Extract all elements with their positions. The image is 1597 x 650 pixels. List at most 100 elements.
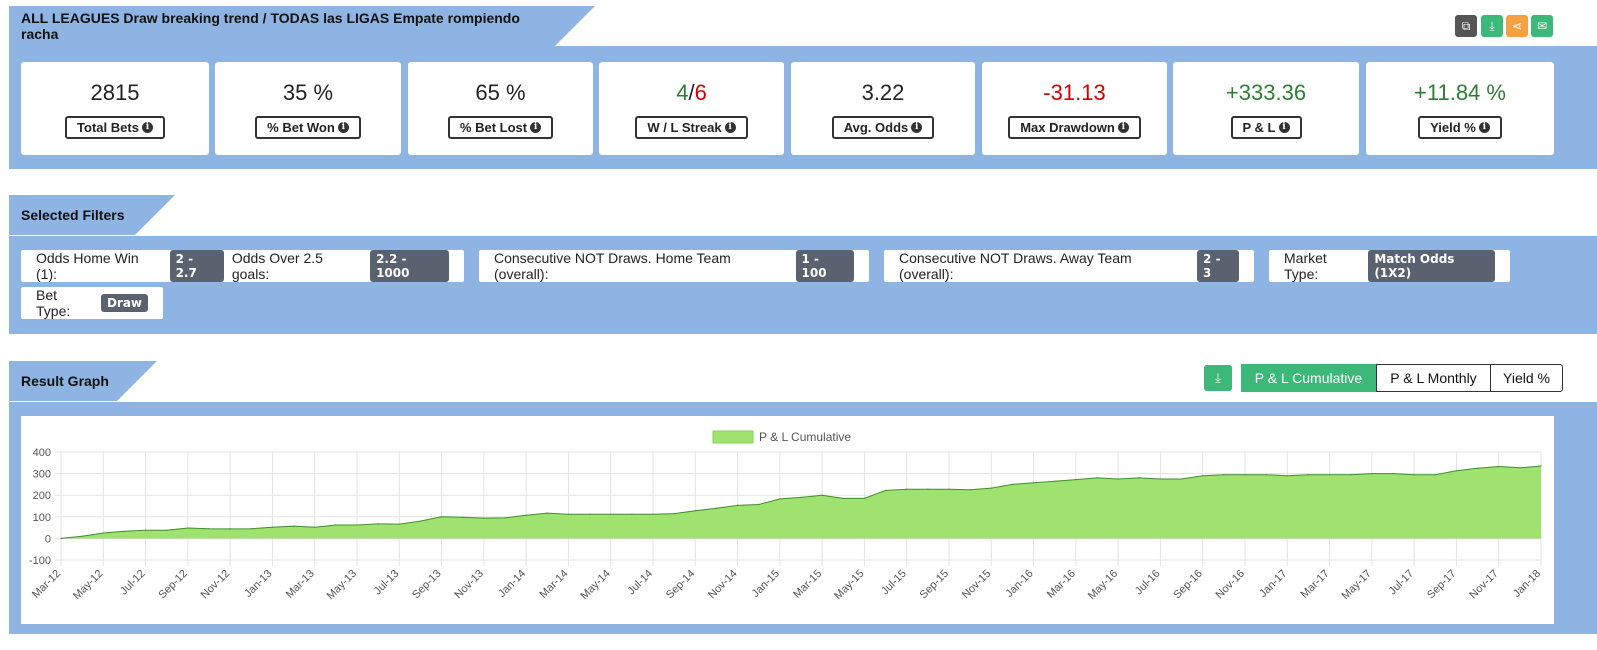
data-point — [1181, 478, 1183, 480]
stat-total-bets: 2815 Total Bets i — [21, 62, 209, 155]
x-tick-label: Sep-12 — [156, 568, 190, 602]
data-point — [102, 532, 104, 534]
data-point — [737, 504, 739, 506]
strategy-title: ALL LEAGUES Draw breaking trend / TODAS … — [21, 10, 520, 42]
data-point — [800, 496, 802, 498]
series-area — [61, 466, 1541, 539]
data-point — [1350, 474, 1352, 476]
filter-value-badge: 2 - 2.7 — [169, 250, 224, 282]
data-point — [1011, 483, 1014, 485]
download-button[interactable]: ⤓ — [1481, 15, 1503, 37]
x-tick-label: Nov-16 — [1214, 568, 1248, 602]
x-tick-label: Mar-14 — [537, 568, 570, 601]
data-point — [1371, 473, 1373, 475]
stat-value: 3.22 — [861, 80, 905, 105]
data-point — [1286, 475, 1288, 477]
copy-button[interactable]: ⧉ — [1455, 15, 1477, 37]
stat-label-button[interactable]: Max Drawdown i — [1008, 116, 1141, 139]
info-icon: i — [1278, 122, 1290, 133]
data-point — [356, 524, 358, 526]
data-point — [546, 512, 548, 514]
data-point — [1096, 477, 1098, 479]
filter-value-badge: 2 - 3 — [1197, 250, 1239, 282]
data-point — [885, 489, 887, 491]
filter-bet-type: Bet Type: Draw — [21, 287, 163, 319]
legend-label: P & L Cumulative — [759, 430, 851, 444]
filter-away-not-draws: Consecutive NOT Draws. Away Team (overal… — [884, 250, 1254, 282]
stat-label-button[interactable]: Total Bets i — [65, 116, 165, 139]
x-tick-label: Jul-15 — [879, 568, 909, 598]
stat-max-drawdown: -31.13 Max Drawdown i — [982, 62, 1167, 155]
stat-wl-streak: 4/6 W / L Streak i — [599, 62, 784, 155]
y-tick-label: -100 — [29, 555, 51, 567]
y-tick-label: 0 — [45, 533, 51, 545]
data-point — [927, 488, 929, 490]
graph-section-tab: Result Graph — [9, 361, 157, 401]
filter-label: Consecutive NOT Draws. Away Team (overal… — [899, 250, 1132, 282]
data-point — [1117, 478, 1119, 480]
win-streak: 4 — [676, 80, 689, 105]
y-tick-label: 100 — [33, 512, 51, 524]
strategy-title-tab: ALL LEAGUES Draw breaking trend / TODAS … — [9, 6, 595, 46]
stat-bet-won: 35 % % Bet Won i — [215, 62, 401, 155]
data-point — [145, 529, 147, 531]
info-icon: i — [1117, 122, 1129, 133]
x-tick-label: May-17 — [1340, 568, 1374, 602]
x-tick-label: Sep-15 — [918, 568, 952, 602]
stat-label-button[interactable]: Yield % i — [1418, 116, 1502, 139]
x-tick-label: Jul-17 — [1387, 568, 1417, 598]
data-point — [673, 513, 675, 515]
info-icon: i — [141, 122, 153, 133]
x-tick-label: Jan-13 — [242, 568, 274, 600]
tab-pl-cumulative[interactable]: P & L Cumulative — [1241, 364, 1376, 392]
download-icon: ⤓ — [1489, 18, 1495, 33]
data-point — [1519, 467, 1521, 469]
data-point — [1202, 475, 1204, 477]
info-icon: i — [337, 122, 349, 133]
x-tick-label: May-13 — [325, 568, 359, 602]
share-button[interactable]: ⋖ — [1506, 15, 1528, 37]
y-tick-label: 400 — [33, 447, 51, 459]
filter-home-not-draws: Consecutive NOT Draws. Home Team (overal… — [479, 250, 869, 282]
data-point — [123, 530, 125, 532]
tab-yield[interactable]: Yield % — [1490, 364, 1563, 392]
data-point — [293, 525, 295, 527]
data-point — [1307, 474, 1309, 476]
data-point — [758, 503, 760, 506]
filter-value-badge: Match Odds (1X2) — [1368, 250, 1495, 282]
stat-label: W / L Streak — [647, 120, 722, 135]
download-icon: ⤓ — [1215, 370, 1221, 385]
stat-label-button[interactable]: Avg. Odds i — [831, 116, 935, 139]
data-point — [166, 529, 168, 531]
filter-value-badge: 2.2 - 1000 — [370, 250, 449, 282]
data-point — [589, 513, 591, 515]
data-point — [1455, 470, 1457, 472]
data-point — [187, 527, 189, 529]
stat-label-button[interactable]: % Bet Lost i — [447, 116, 554, 139]
tab-pl-monthly[interactable]: P & L Monthly — [1376, 364, 1491, 392]
filter-odds: Odds Home Win (1): 2 - 2.7 Odds Over 2.5… — [21, 250, 464, 282]
data-point — [1477, 467, 1479, 469]
stat-label-button[interactable]: % Bet Won i — [255, 116, 361, 139]
data-point — [567, 513, 570, 515]
x-tick-label: Mar-12 — [30, 568, 63, 601]
data-point — [335, 524, 337, 526]
data-point — [715, 507, 718, 509]
x-tick-label: Mar-13 — [284, 568, 317, 601]
data-point — [1329, 474, 1331, 476]
data-point — [990, 487, 992, 489]
data-point — [1244, 474, 1246, 476]
filter-label: Market Type: — [1284, 250, 1327, 282]
filter-label: Consecutive NOT Draws. Home Team (overal… — [494, 250, 731, 282]
data-point — [81, 535, 83, 537]
stat-label: % Bet Won — [267, 120, 335, 135]
graph-section-title: Result Graph — [21, 373, 109, 389]
x-tick-label: Nov-15 — [960, 568, 994, 602]
x-tick-label: Sep-16 — [1171, 568, 1205, 602]
stat-label-button[interactable]: W / L Streak i — [635, 116, 748, 139]
chart-download-button[interactable]: ⤓ — [1204, 365, 1232, 391]
email-button[interactable]: ✉ — [1531, 15, 1553, 37]
stat-label: P & L — [1242, 120, 1276, 135]
